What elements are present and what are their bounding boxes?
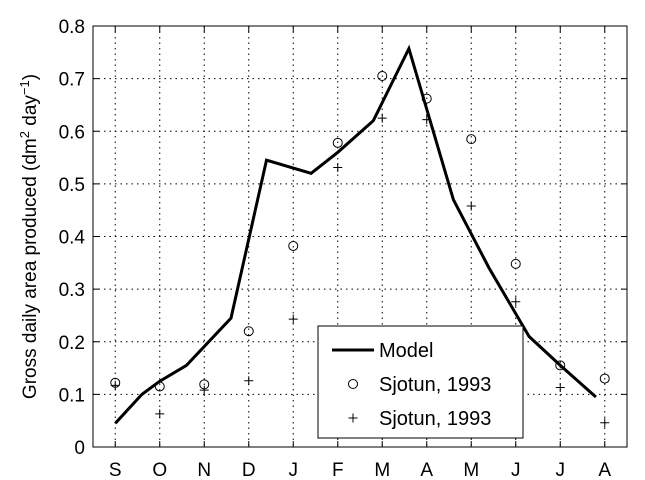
y-axis-label-sup1: 2 (17, 131, 32, 138)
y-tick-label: 0.1 (59, 385, 85, 406)
legend-plus-marker (348, 413, 358, 423)
x-tick-label: F (332, 460, 344, 480)
legend-label-model: Model (379, 340, 433, 362)
y-axis-label: Gross daily area produced (dm2 day−1) (17, 74, 42, 399)
plus-point (555, 383, 565, 393)
plus-point (466, 201, 476, 211)
plus-point (244, 376, 254, 386)
axis-ticks (93, 25, 627, 448)
circle-point (599, 373, 610, 384)
plus-point (377, 113, 387, 123)
plus-point (288, 314, 298, 324)
y-tick-label: 0.7 (59, 70, 85, 91)
circle-point (421, 93, 432, 104)
legend-label-plus: Sjotun, 1993 (379, 408, 491, 430)
y-tick-label: 0.8 (59, 17, 85, 38)
x-tick-label: D (242, 460, 256, 480)
plus-point (333, 163, 343, 173)
y-axis-label-main: Gross daily area produced (dm (20, 138, 41, 399)
plus-point (155, 409, 165, 419)
x-tick-label: M (463, 460, 479, 480)
plus-point (422, 115, 432, 125)
x-tick-label: N (197, 460, 211, 480)
circle-point (555, 360, 566, 371)
y-tick-label: 0 (74, 438, 85, 459)
legend-box (317, 325, 524, 439)
legend-label-circles: Sjotun, 1993 (379, 374, 491, 396)
legend: Model Sjotun, 1993 Sjotun, 1993 (317, 325, 524, 439)
x-tick-label: A (598, 460, 611, 480)
x-tick-label: J (289, 460, 299, 480)
x-tick-label: O (152, 460, 167, 480)
y-tick-label: 0.2 (59, 333, 85, 354)
plus-point (110, 380, 120, 390)
y-axis-label-mid: day (20, 95, 41, 131)
y-axis-label-end: ) (20, 74, 41, 80)
plus-point (199, 385, 209, 395)
y-axis-label-sup2: −1 (17, 80, 32, 95)
y-tick-label: 0.4 (59, 228, 86, 249)
plus-point (600, 418, 610, 428)
x-tick-label: J (556, 460, 566, 480)
x-tick-label: A (420, 460, 433, 480)
y-tick-label: 0.3 (59, 280, 85, 301)
x-tick-label: S (109, 460, 122, 480)
model-line (114, 44, 597, 425)
circle-point (510, 258, 521, 269)
y-tick-label: 0.5 (59, 175, 85, 196)
legend-circle-marker (348, 379, 358, 389)
circle-point (154, 381, 165, 392)
series-layer (110, 44, 610, 428)
x-tick-label: M (374, 460, 390, 480)
x-tick-label: J (511, 460, 521, 480)
y-tick-labels: 0 0.1 0.2 0.3 0.4 0.5 0.6 0.7 0.8 (59, 17, 86, 459)
circle-point (377, 70, 388, 81)
circle-point (332, 137, 343, 148)
circle-point (288, 240, 299, 251)
circle-point (466, 134, 477, 145)
y-tick-label: 0.6 (59, 122, 85, 143)
circle-point (243, 326, 254, 337)
plus-point (511, 297, 521, 307)
